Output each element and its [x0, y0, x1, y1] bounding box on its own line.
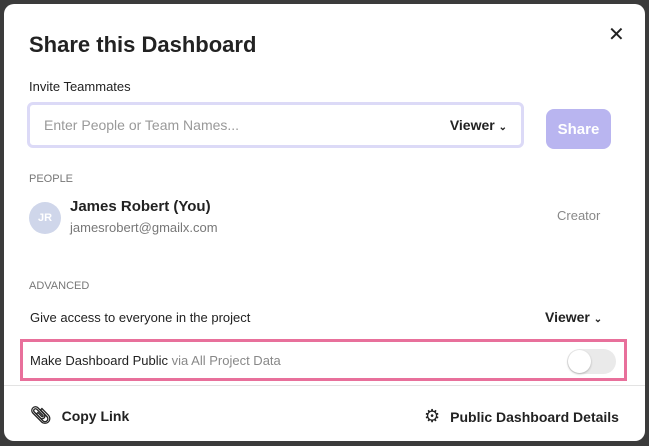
dialog-title: Share this Dashboard: [29, 32, 257, 57]
public-label-main: Make Dashboard Public: [30, 353, 169, 368]
share-dialog: Share this Dashboard ✕ Invite Teammates …: [4, 4, 645, 441]
project-access-role-select[interactable]: Viewer ⌄: [545, 309, 602, 325]
invite-role-select[interactable]: Viewer ⌄: [450, 117, 507, 133]
chevron-down-icon: ⌄: [498, 122, 507, 133]
public-label-sub: via All Project Data: [171, 353, 281, 368]
project-access-role-value: Viewer: [545, 309, 590, 325]
person-email: jamesrobert@gmailx.com: [70, 220, 218, 235]
make-public-label: Make Dashboard Public via All Project Da…: [30, 353, 281, 368]
public-dashboard-details-button[interactable]: ⚙ Public Dashboard Details: [424, 406, 619, 427]
copy-link-button[interactable]: 📎︎ Copy Link: [30, 406, 129, 426]
footer-divider: [4, 385, 645, 386]
details-label: Public Dashboard Details: [450, 408, 619, 425]
close-icon[interactable]: ✕: [608, 24, 625, 46]
advanced-heading: ADVANCED: [29, 280, 90, 292]
person-name: James Robert (You): [70, 198, 211, 215]
people-heading: PEOPLE: [29, 173, 74, 185]
make-public-toggle[interactable]: [567, 349, 616, 374]
copy-link-label: Copy Link: [61, 408, 130, 424]
avatar: JR: [29, 202, 61, 234]
gear-icon: ⚙: [424, 406, 441, 426]
highlight-box: [20, 339, 627, 381]
invite-label: Invite Teammates: [29, 79, 131, 94]
invite-role-value: Viewer: [449, 117, 495, 133]
project-access-label: Give access to everyone in the project: [30, 310, 251, 325]
person-role: Creator: [557, 208, 601, 223]
toggle-knob: [568, 350, 591, 373]
invite-input[interactable]: [44, 117, 450, 133]
share-button[interactable]: Share: [546, 109, 611, 149]
paperclip-icon: 📎︎: [30, 406, 52, 425]
invite-input-box: Viewer ⌄: [27, 102, 524, 148]
chevron-down-icon: ⌄: [593, 314, 603, 325]
